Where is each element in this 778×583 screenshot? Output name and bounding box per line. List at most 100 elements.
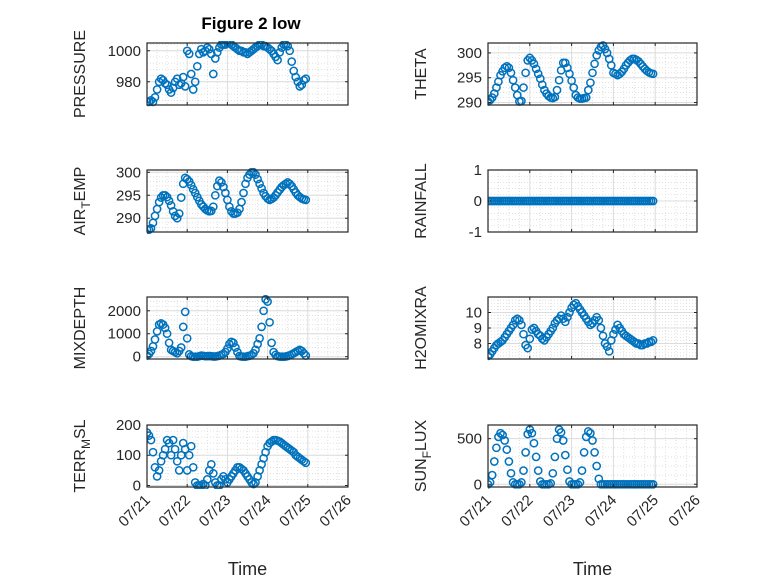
data-point bbox=[267, 338, 276, 348]
data-point bbox=[510, 83, 520, 92]
data-point bbox=[147, 97, 152, 107]
data-point bbox=[160, 323, 170, 333]
axes-box bbox=[146, 42, 349, 106]
data-point bbox=[147, 431, 154, 440]
data-point bbox=[178, 72, 188, 82]
y-axis-label: H2OMIXRA bbox=[413, 286, 430, 370]
axes-box bbox=[146, 296, 349, 360]
data-point bbox=[615, 69, 625, 79]
y-tick-label: 200 bbox=[116, 417, 141, 434]
data-point bbox=[646, 337, 656, 347]
subplot-5: 0 1000 2000 MIXDEPTH bbox=[72, 287, 349, 369]
y-tick-label: 1000 bbox=[108, 43, 141, 60]
data-point bbox=[257, 322, 266, 332]
data-point bbox=[182, 333, 192, 343]
data-point bbox=[558, 436, 568, 445]
data-point bbox=[180, 307, 190, 317]
data-point bbox=[569, 83, 579, 92]
data-point bbox=[174, 80, 184, 90]
data-point bbox=[548, 468, 558, 478]
data-point bbox=[299, 75, 309, 85]
data-point bbox=[598, 331, 608, 341]
data-point bbox=[162, 329, 172, 339]
data-point bbox=[510, 315, 520, 325]
y-tick-label: 8 bbox=[474, 336, 482, 353]
subplot-1: 980 1000 PRESSURE bbox=[72, 30, 349, 118]
data-point bbox=[527, 325, 537, 334]
y-tick-label: -1 bbox=[469, 224, 482, 241]
data-point bbox=[184, 49, 194, 59]
data-point bbox=[259, 306, 268, 316]
data-point bbox=[297, 80, 307, 90]
data-point bbox=[212, 47, 222, 57]
data-point bbox=[519, 329, 528, 339]
data-point bbox=[583, 427, 593, 436]
data-point bbox=[186, 180, 196, 190]
y-axis-label-part: SL bbox=[72, 419, 89, 439]
data-point bbox=[648, 336, 658, 345]
data-point bbox=[488, 470, 497, 480]
data-point bbox=[573, 479, 583, 489]
data-point bbox=[504, 63, 514, 73]
data-point bbox=[172, 456, 182, 466]
data-point bbox=[301, 458, 311, 468]
y-axis-label-part: EMP bbox=[72, 167, 89, 202]
data-point bbox=[152, 85, 162, 94]
y-axis-label: AIRTEMP bbox=[72, 167, 93, 236]
y-tick-label: 295 bbox=[116, 187, 141, 204]
data-point bbox=[560, 450, 570, 460]
data-point bbox=[590, 59, 599, 69]
subplot-3: 290 295 300 AIRTEMP bbox=[72, 164, 349, 236]
data-point bbox=[502, 61, 512, 71]
data-point bbox=[496, 428, 505, 438]
y-tick-label: 10 bbox=[465, 305, 482, 322]
data-point bbox=[579, 448, 589, 457]
y-axis-label: SUNFLUX bbox=[413, 420, 434, 493]
data-point bbox=[204, 44, 214, 54]
data-point bbox=[253, 174, 262, 184]
data-point bbox=[537, 80, 547, 90]
y-tick-label: 1 bbox=[474, 162, 482, 179]
data-point bbox=[180, 82, 190, 91]
data-point bbox=[512, 314, 522, 324]
series-markers bbox=[147, 41, 311, 107]
x-axis-label: Time bbox=[573, 559, 612, 579]
x-axis-label: Time bbox=[228, 559, 267, 579]
y-tick-label: 290 bbox=[116, 210, 141, 227]
data-point bbox=[299, 456, 309, 466]
y-tick-label: 290 bbox=[457, 95, 482, 112]
data-point bbox=[257, 184, 266, 193]
data-point bbox=[255, 333, 264, 343]
data-point bbox=[176, 193, 186, 202]
data-point bbox=[498, 430, 507, 440]
data-point bbox=[166, 450, 176, 460]
data-point bbox=[523, 429, 533, 439]
data-point bbox=[150, 92, 160, 102]
data-point bbox=[261, 295, 270, 304]
data-point bbox=[186, 69, 196, 79]
data-point bbox=[208, 69, 218, 79]
data-point bbox=[525, 53, 535, 63]
data-point bbox=[253, 339, 262, 349]
data-point bbox=[531, 452, 541, 462]
data-point bbox=[519, 83, 528, 92]
y-axis-label-part: LUX bbox=[413, 420, 430, 451]
series-markers bbox=[488, 41, 658, 106]
data-point bbox=[515, 315, 524, 325]
data-point bbox=[215, 176, 224, 185]
figure-title: Figure 2 low bbox=[201, 14, 301, 33]
data-point bbox=[285, 46, 295, 56]
data-point bbox=[202, 43, 212, 52]
data-point bbox=[531, 64, 541, 74]
data-point bbox=[176, 343, 186, 352]
data-point bbox=[210, 190, 220, 200]
data-point bbox=[299, 348, 309, 358]
data-point bbox=[504, 457, 514, 466]
data-point bbox=[190, 188, 200, 198]
data-point bbox=[500, 436, 510, 445]
y-tick-label: 9 bbox=[474, 320, 482, 337]
data-point bbox=[606, 60, 616, 70]
data-point bbox=[208, 469, 218, 478]
